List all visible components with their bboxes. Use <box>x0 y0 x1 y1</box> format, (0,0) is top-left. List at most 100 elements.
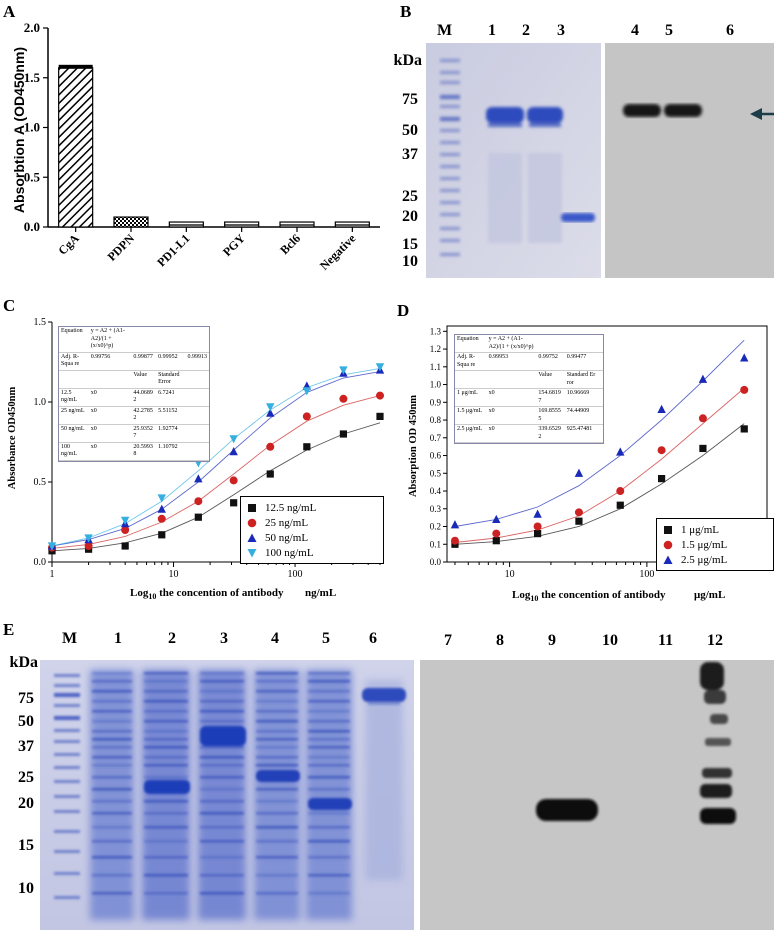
data-point <box>533 522 542 531</box>
data-point <box>616 487 625 496</box>
gel-e-lane-label: 12 <box>707 632 723 649</box>
legend-item: 50 ng/mL <box>247 530 377 545</box>
fit-table-cell: 0.99952 <box>156 352 186 371</box>
western-blot-background <box>605 43 774 278</box>
fit-table-row: Value Standard Error <box>59 370 209 389</box>
gel-band <box>200 776 244 779</box>
fit-table-cell <box>598 352 603 371</box>
gel-e-bands <box>92 672 352 895</box>
legend-item: 2.5 μg/mL <box>663 552 767 567</box>
gel-e-kda-tick: 37 <box>18 738 34 755</box>
x-tick-label: PDPN <box>105 231 138 264</box>
gel-band <box>308 798 352 810</box>
gel-band <box>308 776 350 779</box>
bar <box>279 221 315 228</box>
data-point <box>120 516 130 525</box>
gel-band <box>200 672 244 675</box>
y-tick-label: 0.7 <box>430 433 442 443</box>
error-bar <box>58 64 93 69</box>
gel-band <box>144 756 188 759</box>
gel-band <box>200 690 244 693</box>
gel-b-kda-header: kDa <box>393 52 422 69</box>
gel-band <box>92 856 132 859</box>
x-tick-label: CgA <box>55 231 82 258</box>
fit-table-cell: 0.99752 <box>536 352 565 371</box>
legend-item: 12.5 ng/mL <box>247 500 377 515</box>
gel-e-lane-label: 11 <box>658 632 674 649</box>
gel-band <box>256 700 298 703</box>
gel-band <box>92 746 132 749</box>
fit-table-c: Equation y = A2 + (A1-A2)/(1 + (x/x0)^p) A… <box>58 326 210 462</box>
y-tick-label: 0.0 <box>430 557 442 567</box>
gel-band <box>200 756 244 759</box>
y-tick-label: 0.9 <box>430 397 442 407</box>
data-point <box>84 542 93 550</box>
fit-table-row: Equation y = A2 + (A1-A2)/(1 + (x/x0)^p) <box>455 335 603 353</box>
gel-band <box>92 776 132 779</box>
y-tick-label: 1.2 <box>430 344 441 354</box>
gel-e-lane-label: 9 <box>548 632 556 649</box>
gel-b-lane-label: 1 <box>488 22 496 39</box>
gel-b-image <box>426 43 774 278</box>
fit-table-cell: 20.5993 8 <box>131 442 157 461</box>
gel-e-kda-tick: 25 <box>18 769 34 786</box>
gel-band <box>92 672 132 675</box>
y-tick-label: 1.5 <box>34 317 47 328</box>
data-point <box>657 446 666 455</box>
legend-d: 1 μg/mL 1.5 μg/mL 2.5 μg/mL <box>656 518 774 571</box>
fit-table-cell: 2.5 μg/mL <box>455 424 487 443</box>
chart-c-ylabel: Absorbance OD450nm <box>7 387 18 490</box>
gel-band <box>256 812 298 815</box>
data-point <box>339 394 348 403</box>
x-tick-label: Negative <box>317 231 359 273</box>
gel-band <box>256 874 298 877</box>
fit-table-cell: Adj. R-Squa re <box>59 352 89 371</box>
gel-band <box>256 826 298 829</box>
gel-e-lane-label: 2 <box>168 630 176 647</box>
fit-table-cell: 0.99477 <box>564 352 599 371</box>
fit-table-cell <box>455 370 487 389</box>
gel-band <box>144 738 188 741</box>
chart-d: 0.0 0.1 0.2 0.3 0.4 0.5 0.6 0.7 0.8 0.9 1.0 1.1 1.2 1… <box>408 325 768 603</box>
fit-table-cell <box>598 424 603 443</box>
fit-table-cell: 154.6819 7 <box>536 388 565 407</box>
fit-table-cell: y = A2 + (A1-A2)/(1 + (x/x0)^p) <box>486 335 537 353</box>
y-tick-label: 0.5 <box>24 169 41 184</box>
gel-band <box>308 826 350 829</box>
western-e-bands <box>536 662 736 824</box>
x-tick-label: 1 <box>50 569 55 580</box>
gel-band <box>144 746 188 749</box>
data-point <box>194 513 202 521</box>
gel-band <box>256 770 300 782</box>
data-point <box>574 508 583 517</box>
chart-d-xunit: μg/mL <box>694 589 725 601</box>
bar <box>334 221 370 228</box>
fit-table-cell: x0 <box>88 442 132 461</box>
gel-band <box>144 840 188 843</box>
data-point <box>740 353 749 362</box>
gel-e-image <box>40 660 774 930</box>
gel-b-lane-label: 4 <box>631 22 639 39</box>
gel-band <box>92 690 132 693</box>
data-point <box>266 403 275 412</box>
gel-band <box>256 856 298 859</box>
gel-band <box>256 730 298 733</box>
fit-table-cell <box>185 388 209 407</box>
gel-band <box>308 874 350 877</box>
gel-band <box>256 788 298 791</box>
data-point <box>229 476 238 485</box>
fit-table-cell: Value <box>536 370 565 389</box>
fit-table-cell: 25 ng/mL <box>59 406 89 425</box>
fit-table-cell <box>131 327 157 353</box>
gel-band <box>308 756 350 759</box>
data-point <box>376 391 384 400</box>
gel-band <box>256 690 298 693</box>
data-point <box>230 499 238 507</box>
fit-table-cell <box>598 406 603 425</box>
gel-b-kda-tick: 10 <box>402 253 418 270</box>
gel-e-lane-label: 4 <box>271 630 279 647</box>
gel-band <box>200 826 244 829</box>
gel-band <box>144 892 188 895</box>
fit-table-row: 12.5 ng/mL x0 44.0689 2 6.7241 <box>59 388 209 407</box>
fit-table-cell: 25.9352 7 <box>131 424 157 443</box>
